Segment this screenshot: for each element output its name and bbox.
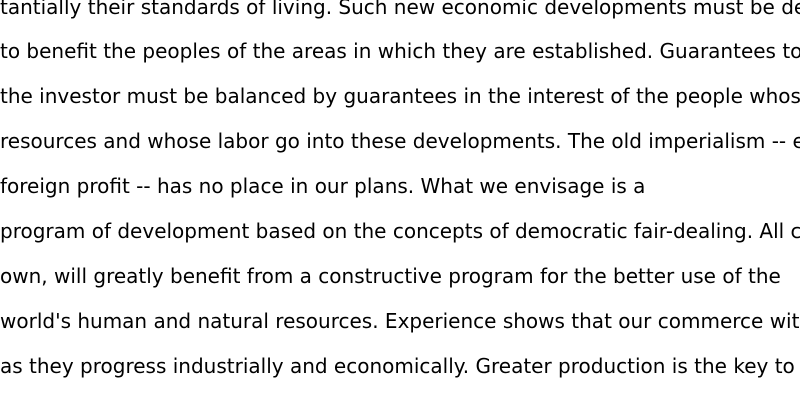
text-line: tantially their standards of living. Suc…: [0, 0, 800, 19]
text-line: foreign profit -- has no place in our pl…: [0, 174, 646, 198]
text-line: to benefit the peoples of the areas in w…: [0, 39, 800, 63]
text-line: program of development based on the conc…: [0, 219, 800, 243]
text-line: world's human and natural resources. Exp…: [0, 309, 800, 333]
text-line: resources and whose labor go into these …: [0, 129, 800, 153]
text-line: as they progress industrially and econom…: [0, 354, 795, 378]
text-line: the investor must be balanced by guarant…: [0, 84, 800, 108]
text-line: own, will greatly benefit from a constru…: [0, 264, 781, 288]
